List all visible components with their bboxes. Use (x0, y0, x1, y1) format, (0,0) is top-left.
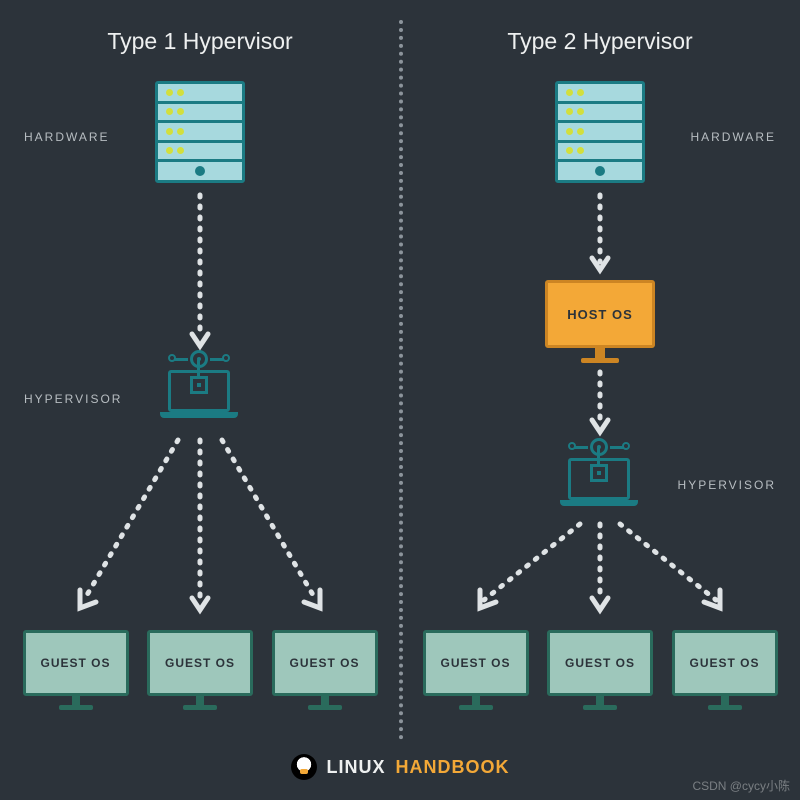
guest-os-monitor: GUEST OS (547, 630, 653, 710)
diagram-row: Type 1 Hypervisor HARDWARE HYPERVISOR (0, 0, 800, 800)
guest-os-monitor: GUEST OS (272, 630, 378, 710)
type2-column: Type 2 Hypervisor HARDWARE HOST OS HYPER… (400, 0, 800, 800)
footer-text-linux: LINUX (327, 757, 386, 778)
guest-os-label: GUEST OS (672, 630, 778, 696)
hardware-label-left: HARDWARE (24, 130, 110, 144)
guest-os-label: GUEST OS (547, 630, 653, 696)
server-icon (155, 81, 245, 183)
footer-branding: LINUX HANDBOOK (0, 754, 800, 780)
guest-os-label: GUEST OS (272, 630, 378, 696)
guest-os-label: GUEST OS (147, 630, 253, 696)
guest-os-label: GUEST OS (423, 630, 529, 696)
server-icon (555, 81, 645, 183)
hypervisor-icon (560, 450, 638, 510)
guest-os-monitor: GUEST OS (147, 630, 253, 710)
hypervisor-label-left: HYPERVISOR (24, 392, 122, 406)
watermark-text: CSDN @cycy小陈 (692, 777, 790, 794)
guest-os-label: GUEST OS (23, 630, 129, 696)
hypervisor-icon (160, 362, 238, 422)
hypervisor-label-right: HYPERVISOR (678, 478, 776, 492)
host-os-monitor: HOST OS (545, 280, 655, 363)
guests-left: GUEST OS GUEST OS GUEST OS (0, 630, 400, 710)
footer-text-handbook: HANDBOOK (396, 757, 510, 778)
guests-right: GUEST OS GUEST OS GUEST OS (400, 630, 800, 710)
guest-os-monitor: GUEST OS (23, 630, 129, 710)
type1-title: Type 1 Hypervisor (107, 28, 292, 55)
type2-title: Type 2 Hypervisor (507, 28, 692, 55)
type1-column: Type 1 Hypervisor HARDWARE HYPERVISOR (0, 0, 400, 800)
penguin-icon (291, 754, 317, 780)
host-os-label: HOST OS (545, 280, 655, 348)
guest-os-monitor: GUEST OS (672, 630, 778, 710)
hardware-label-right: HARDWARE (690, 130, 776, 144)
guest-os-monitor: GUEST OS (423, 630, 529, 710)
